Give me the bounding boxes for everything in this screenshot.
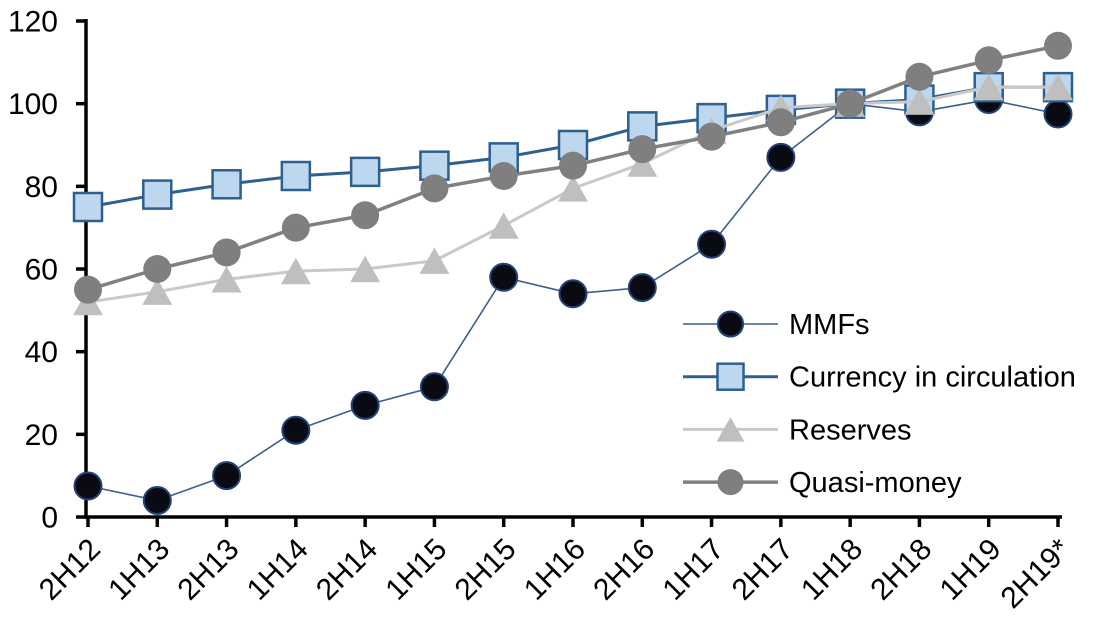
x-tick-label-2h18: 2H18 [864,533,938,607]
legend-item-currency-in-circulation: Currency in circulation [683,362,1076,394]
marker-reserves-2h16 [627,150,658,177]
legend-item-mmfs: MMFs [683,309,870,341]
marker-reserves-1h16 [557,175,588,202]
marker-reserves [716,417,745,442]
marker-reserves-2h18 [904,88,935,115]
x-axis-ticks: 2H121H132H131H142H141H152H151H162H161H17… [33,517,1077,615]
marker-mmfs-2h19 [1043,99,1073,129]
x-tick-label-2h16: 2H16 [587,533,661,607]
marker-currency-in-circulation-2h13 [211,169,242,200]
marker-mmfs-2h15 [489,262,519,292]
y-tick-label-60: 60 [25,254,58,287]
y-tick-label-100: 100 [8,88,58,121]
marker-quasi-money-2h17 [766,108,795,137]
marker-quasi-money-2h19 [1043,31,1072,60]
legend-label-reserves: Reserves [789,414,912,446]
x-tick-label-1h13: 1H13 [102,533,176,607]
x-tick-label-1h16: 1H16 [518,533,592,607]
marker-reserves-1h14 [280,257,311,285]
legend-label-currency-in-circulation: Currency in circulation [789,362,1076,394]
marker-quasi-money-2h12 [74,275,102,304]
x-tick-label-1h18: 1H18 [795,533,869,607]
marker-quasi-money-2h18 [905,62,934,91]
marker-reserves-1h15 [419,247,450,274]
marker-mmfs-2h17 [766,142,796,172]
x-tick-label-1h17: 1H17 [656,533,730,607]
x-tick-label-2h13: 2H13 [171,533,245,607]
marker-currency-in-circulation-1h13 [142,179,173,210]
x-tick-label-2h14: 2H14 [310,533,384,607]
marker-mmfs-1h16 [558,279,588,309]
marker-mmfs [716,310,745,338]
marker-quasi-money-1h16 [558,151,587,180]
marker-quasi-money-1h15 [420,174,449,203]
marker-reserves-2h14 [350,255,381,283]
marker-mmfs-1h14 [281,415,311,445]
x-tick-label-2h19: 2H19* [995,532,1078,615]
marker-mmfs-1h15 [419,372,449,402]
marker-mmfs-1h17 [697,229,727,259]
marker-currency-in-circulation-2h14 [349,156,381,188]
marker-quasi-money-1h19 [974,46,1003,75]
x-tick-label-2h12: 2H12 [33,533,107,607]
marker-currency-in-circulation [716,362,745,391]
y-tick-label-20: 20 [25,419,58,452]
legend-item-reserves: Reserves [683,414,912,446]
marker-quasi-money [717,469,744,496]
marker-quasi-money-2h16 [628,135,657,164]
marker-quasi-money-1h13 [143,255,172,283]
legend-label-quasi-money: Quasi-money [789,467,962,499]
y-axis-ticks: 0 20 40 60 80 100 120 [8,6,86,535]
series-quasi-money [74,31,1072,304]
marker-quasi-money-1h18 [836,89,865,118]
marker-currency-in-circulation-2h12 [72,191,104,223]
marker-currency-in-circulation-1h14 [280,160,312,192]
x-tick-label-2h17: 2H17 [726,533,800,607]
x-tick-label-1h19: 1H19 [934,533,1008,607]
legend-item-quasi-money: Quasi-money [683,467,962,499]
marker-reserves-2h15 [488,212,519,239]
marker-reserves-1h13 [142,278,173,305]
x-tick-label-1h14: 1H14 [241,533,315,607]
x-tick-label-2h15: 2H15 [449,533,523,607]
y-tick-label-40: 40 [25,336,58,369]
marker-quasi-money-2h15 [489,162,518,190]
marker-reserves-2h19 [1042,73,1073,101]
marker-mmfs-1h13 [142,485,172,515]
legend: MMFs Currency in circulation Reserves Quasi… [683,309,1076,499]
legend-label-mmfs: MMFs [789,309,870,341]
marker-mmfs-2h13 [212,461,242,491]
marker-quasi-money-1h17 [697,122,726,151]
marker-quasi-money-2h13 [212,238,241,267]
marker-mmfs-2h16 [627,273,657,303]
x-tick-label-1h15: 1H15 [379,533,453,607]
y-tick-label-0: 0 [41,502,58,535]
marker-quasi-money-2h14 [351,201,380,230]
y-tick-label-80: 80 [25,171,58,204]
marker-reserves-2h13 [211,266,242,293]
marker-mmfs-2h14 [350,390,380,420]
marker-quasi-money-1h14 [281,213,310,242]
marker-reserves-1h19 [973,73,1004,101]
marker-mmfs-2h12 [73,471,103,501]
y-tick-label-120: 120 [8,6,58,39]
